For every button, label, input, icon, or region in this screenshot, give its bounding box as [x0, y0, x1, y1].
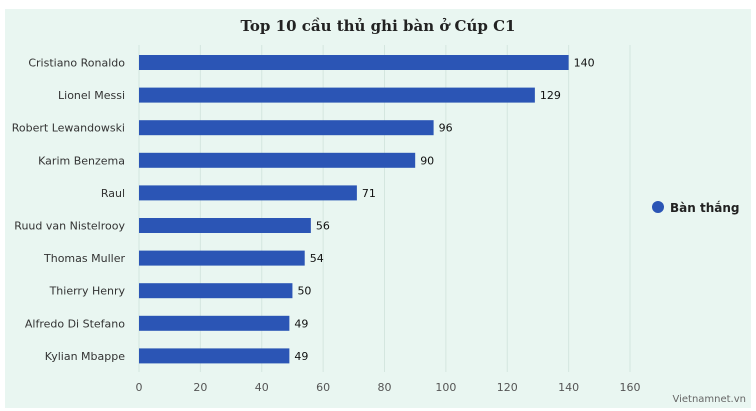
data-label: 140: [574, 57, 595, 70]
category-label: Raul: [101, 187, 125, 200]
bar[interactable]: [139, 55, 569, 70]
data-label: 90: [420, 154, 434, 167]
x-tick-label: 60: [316, 381, 330, 394]
data-label: 56: [316, 220, 330, 233]
x-tick-label: 120: [497, 381, 518, 394]
bar[interactable]: [139, 283, 293, 299]
x-tick-label: 0: [136, 381, 143, 394]
data-label: 49: [294, 317, 308, 330]
category-label: Kylian Mbappe: [45, 350, 125, 363]
category-label: Thierry Henry: [49, 285, 126, 298]
bar[interactable]: [139, 315, 290, 331]
data-label: 71: [362, 187, 376, 200]
category-label: Karim Benzema: [38, 154, 125, 167]
bar[interactable]: [139, 120, 434, 136]
category-label: Cristiano Ronaldo: [28, 57, 125, 70]
legend-label: Bàn thắng: [670, 201, 739, 215]
bar[interactable]: [139, 87, 535, 103]
data-label: 54: [310, 252, 324, 265]
data-label: 49: [294, 350, 308, 363]
category-labels: Cristiano Ronaldo Lionel Messi Robert Lewa…: [12, 57, 126, 363]
x-tick-label: 160: [620, 381, 641, 394]
bar[interactable]: [139, 152, 416, 168]
category-label: Alfredo Di Stefano: [25, 317, 125, 330]
category-label: Ruud van Nistelrooy: [14, 220, 125, 233]
category-label: Robert Lewandowski: [12, 122, 125, 135]
x-axis-ticks: 0 20 40 60 80 100 120 140 160: [136, 381, 641, 394]
x-tick-label: 80: [378, 381, 392, 394]
data-label: 96: [439, 122, 453, 135]
bar[interactable]: [139, 348, 290, 364]
data-label: 50: [297, 285, 311, 298]
category-label: Thomas Muller: [43, 252, 125, 265]
x-tick-label: 140: [558, 381, 579, 394]
x-tick-label: 40: [255, 381, 269, 394]
category-label: Lionel Messi: [58, 89, 125, 102]
bar[interactable]: [139, 250, 305, 266]
bar[interactable]: [139, 185, 357, 201]
legend-marker-icon: [652, 201, 664, 213]
bar[interactable]: [139, 218, 311, 233]
data-label: 129: [540, 89, 561, 102]
chart-title: Top 10 cầu thủ ghi bàn ở Cúp C1: [240, 17, 515, 35]
x-tick-label: 20: [193, 381, 207, 394]
value-labels: 140 129 96 90 71 56 54 50 49 49: [294, 57, 594, 363]
bars: [139, 55, 569, 364]
bar-chart: Top 10 cầu thủ ghi bàn ở Cúp C1 Cristian…: [12, 17, 746, 405]
source-credit: Vietnamnet.vn: [672, 394, 746, 405]
x-tick-label: 100: [435, 381, 456, 394]
legend[interactable]: Bàn thắng: [652, 201, 739, 215]
chart-frame: Top 10 cầu thủ ghi bàn ở Cúp C1 Cristian…: [5, 9, 751, 408]
